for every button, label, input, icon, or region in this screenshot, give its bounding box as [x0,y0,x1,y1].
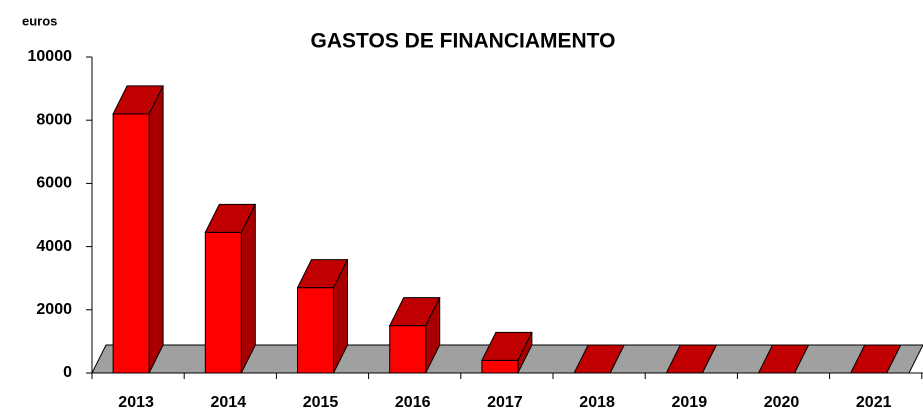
bar [204,231,242,374]
bar-top [573,344,625,374]
y-axis-label: euros [22,13,57,28]
y-tick-label: 4000 [36,238,72,255]
x-tick-label: 2014 [211,394,247,411]
bar-side [148,85,164,374]
y-tick-label: 0 [63,364,72,381]
x-tick-label: 2019 [672,394,708,411]
x-tick-label: 2016 [395,394,431,411]
x-tick-label: 2013 [118,394,154,411]
bar-side [240,204,256,374]
bar-top [204,203,257,233]
bar-top [388,297,441,327]
bar [481,359,519,374]
chart-title: GASTOS DE FINANCIAMENTO [311,30,616,53]
x-tick-label: 2015 [303,394,339,411]
y-tick-label: 8000 [36,111,72,128]
y-tick-label: 10000 [28,48,73,65]
x-tick-label: 2017 [487,394,523,411]
y-tick-label: 6000 [36,175,72,192]
bar-top [112,85,164,115]
bar [389,325,427,374]
bar-top [481,331,533,361]
x-tick-label: 2020 [764,394,800,411]
bar-top [849,344,902,374]
bar [112,113,150,374]
bar-top [757,344,810,374]
bar-top [665,344,718,374]
x-tick-label: 2018 [579,394,615,411]
bar-top [296,259,349,289]
x-tick-label: 2021 [856,394,892,411]
y-tick-label: 2000 [36,301,72,318]
bar [297,287,334,374]
